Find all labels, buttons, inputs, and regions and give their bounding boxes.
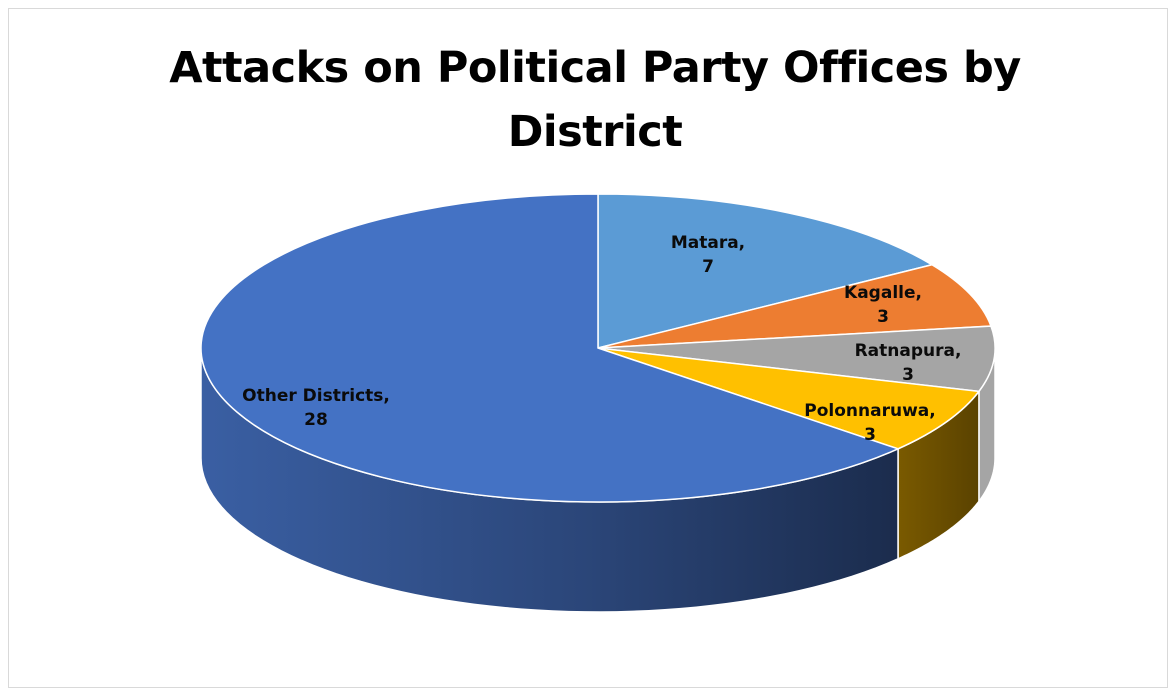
chart-title-line-2: District bbox=[507, 107, 683, 157]
pie-slice-polonnaruwa bbox=[597, 347, 981, 450]
pie-slice-ratnapura bbox=[597, 325, 996, 393]
data-label-polonnaruwa: Polonnaruwa, 3 bbox=[804, 401, 935, 445]
pie-slice-matara bbox=[597, 193, 934, 349]
data-label-kagalle: Kagalle, 3 bbox=[844, 283, 922, 327]
chart-title-line-1: Attacks on Political Party Offices by bbox=[169, 43, 1021, 93]
data-label-other-districts: Other Districts, 28 bbox=[242, 386, 390, 430]
data-label-ratnapura: Ratnapura, 3 bbox=[855, 341, 962, 385]
chart-title: Attacks on Political Party Offices by Di… bbox=[0, 36, 1172, 164]
pie-slice-kagalle bbox=[597, 263, 993, 349]
pie-slice-other-districts bbox=[200, 193, 901, 503]
data-label-matara: Matara, 7 bbox=[671, 233, 745, 277]
